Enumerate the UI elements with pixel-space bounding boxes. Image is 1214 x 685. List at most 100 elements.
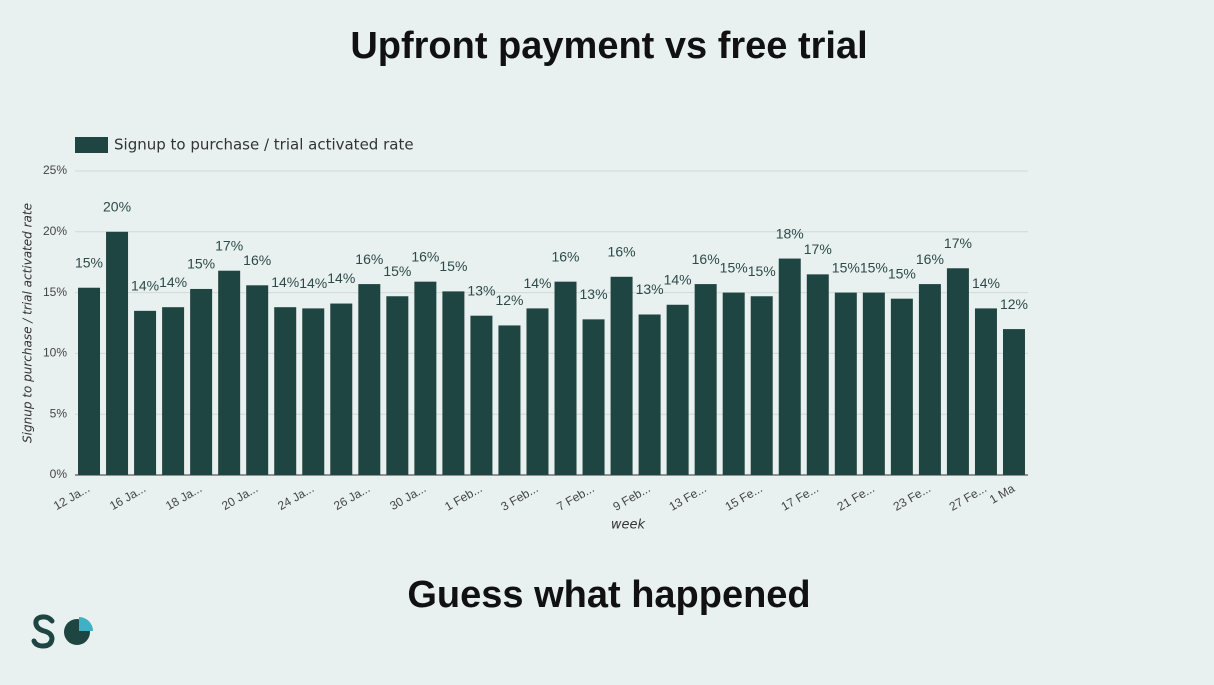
x-tick-label: 23 Fe... [891,481,933,513]
bar [302,308,325,475]
x-tick-label: 3 Feb... [498,481,540,513]
bar [918,284,941,475]
data-label: 15% [75,254,103,270]
data-label: 17% [215,237,243,253]
x-tick-label: 7 Feb... [554,481,596,513]
data-label: 14% [131,278,159,294]
legend-swatch [75,137,108,153]
data-label: 13% [580,286,608,302]
data-label: 15% [383,263,411,279]
x-tick-label: 20 Ja... [219,481,260,513]
bar [498,325,521,475]
x-tick-label: 18 Ja... [163,481,204,513]
bar [274,307,297,475]
x-axis-label: week [611,518,646,533]
bar [218,270,241,475]
bar [134,310,157,475]
y-tick-label: 0% [50,467,68,481]
bar [946,268,969,475]
data-label: 16% [916,251,944,267]
bar [330,303,353,475]
data-label: 15% [832,259,860,275]
x-tick-label: 1 Feb... [442,481,484,513]
bar [722,292,745,475]
bar [554,281,577,475]
bar [442,291,465,475]
data-label: 14% [299,275,327,291]
x-tick-label: 1 Ma [987,481,1017,507]
x-tick-label: 21 Fe... [835,481,877,513]
data-label: 12% [495,292,523,308]
data-label: 14% [327,270,355,286]
y-tick-label: 15% [43,285,67,299]
bar [890,298,913,475]
bar [358,284,381,475]
bar [750,296,773,475]
x-tick-label: 12 Ja... [51,481,92,513]
bar [190,288,213,475]
bar [806,274,829,475]
bar [638,314,661,475]
bar [526,308,549,475]
x-tick-label: 16 Ja... [107,481,148,513]
data-label: 16% [608,243,636,259]
chart-title: Upfront payment vs free trial [350,25,867,67]
y-tick-label: 5% [50,406,68,420]
bar [1002,329,1025,475]
data-label: 14% [972,275,1000,291]
bar [414,281,437,475]
data-label: 17% [804,241,832,257]
data-label: 16% [243,252,271,268]
bar [666,304,689,475]
bar [246,285,269,475]
data-label: 16% [355,251,383,267]
data-label: 15% [888,265,916,281]
x-tick-label: 15 Fe... [723,481,765,513]
data-label: 20% [103,199,131,215]
data-label: 16% [551,248,579,264]
data-label: 17% [944,235,972,251]
data-label: 15% [439,258,467,274]
data-label: 15% [720,259,748,275]
x-tick-label: 13 Fe... [667,481,709,513]
data-label: 16% [692,251,720,267]
bar [694,284,717,475]
x-tick-label: 27 Fe... [947,481,989,513]
bar [162,307,185,475]
bar [862,292,885,475]
data-label: 13% [636,281,664,297]
data-label: 13% [467,282,495,298]
x-tick-label: 9 Feb... [610,481,652,513]
data-label: 14% [664,271,692,287]
legend-label: Signup to purchase / trial activated rat… [114,136,414,154]
x-tick-label: 30 Ja... [387,481,428,513]
bar [974,308,997,475]
data-label: 12% [1000,296,1028,312]
data-label: 14% [159,274,187,290]
data-label: 16% [411,248,439,264]
data-label: 15% [748,263,776,279]
y-tick-label: 25% [43,163,67,177]
bar [386,296,409,475]
bar [470,315,493,475]
data-label: 15% [860,259,888,275]
y-tick-label: 20% [43,224,67,238]
logo [31,614,93,649]
y-tick-label: 10% [43,346,67,360]
data-label: 14% [523,275,551,291]
bar [106,231,129,475]
bar [78,287,101,475]
bar [778,258,801,475]
x-tick-label: 26 Ja... [331,481,372,513]
data-label: 18% [776,225,804,241]
data-label: 14% [271,274,299,290]
y-axis-label: Signup to purchase / trial activated rat… [21,203,35,443]
data-label: 15% [187,256,215,272]
x-tick-label: 17 Fe... [779,481,821,513]
bar [610,276,633,475]
x-tick-label: 24 Ja... [275,481,316,513]
bar [834,292,857,475]
subtitle: Guess what happened [407,574,810,616]
bar [582,319,605,475]
